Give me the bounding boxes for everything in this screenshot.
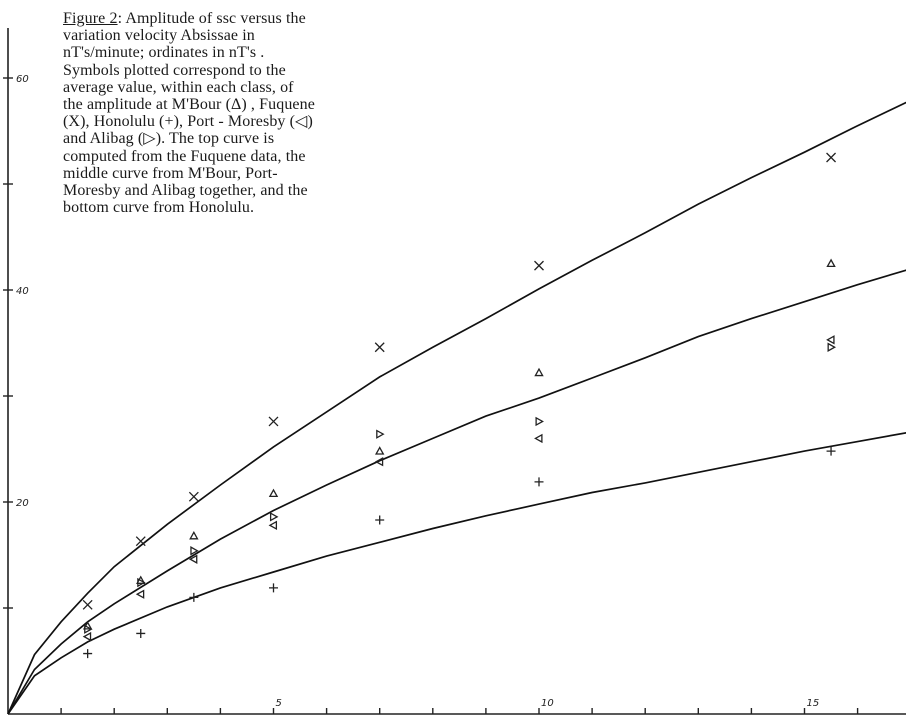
triangle-right-marker	[84, 624, 93, 634]
triangle-left-marker	[374, 457, 384, 467]
triangle-up-marker	[189, 530, 199, 540]
curve-bottom	[7, 431, 906, 715]
cross-marker	[188, 491, 199, 502]
y-tick-label: 60	[16, 74, 29, 85]
x-tick-label: 15	[807, 698, 820, 709]
cross-marker	[534, 260, 544, 271]
triangle-up-marker	[268, 488, 279, 498]
plus-marker	[189, 592, 199, 602]
y-tick-label: 20	[16, 498, 29, 509]
curve-top	[7, 101, 906, 715]
triangle-left-marker	[268, 520, 278, 531]
triangle-right-marker	[269, 512, 279, 522]
plus-marker	[826, 446, 836, 456]
triangle-right-marker	[137, 577, 146, 588]
cross-marker	[82, 599, 93, 610]
triangle-right-marker	[535, 416, 544, 427]
data-markers	[82, 152, 837, 659]
plus-marker	[83, 649, 93, 659]
triangle-up-marker	[826, 258, 836, 268]
figure-caption-text: : Amplitude of ssc versus the variation …	[63, 10, 315, 217]
triangle-right-marker	[190, 546, 199, 556]
triangle-left-marker	[135, 589, 145, 599]
y-tick-label: 40	[16, 286, 29, 297]
curve-middle	[7, 269, 906, 715]
triangle-left-marker	[82, 631, 92, 642]
triangle-left-marker	[188, 554, 198, 564]
figure-label: Figure 2	[63, 10, 118, 27]
axes	[7, 28, 906, 715]
x-tick-label: 5	[276, 698, 282, 709]
cross-marker	[374, 342, 385, 353]
ticks: 5 10 15 20 40 60	[3, 74, 859, 714]
triangle-right-marker	[376, 429, 385, 439]
triangle-up-marker	[534, 367, 544, 377]
fitted-curves	[7, 101, 906, 715]
plus-marker	[534, 477, 544, 487]
figure-caption: Figure 2: Amplitude of ssc versus the va…	[63, 10, 315, 216]
triangle-up-marker	[374, 446, 385, 455]
cross-marker	[135, 536, 146, 547]
plus-marker	[136, 628, 146, 638]
triangle-right-marker	[827, 342, 836, 352]
triangle-left-marker	[534, 433, 543, 444]
cross-marker	[826, 152, 837, 163]
plus-marker	[375, 515, 385, 525]
triangle-left-marker	[826, 335, 835, 345]
x-tick-label: 10	[541, 698, 554, 709]
plus-marker	[269, 583, 278, 593]
cross-marker	[268, 416, 279, 427]
